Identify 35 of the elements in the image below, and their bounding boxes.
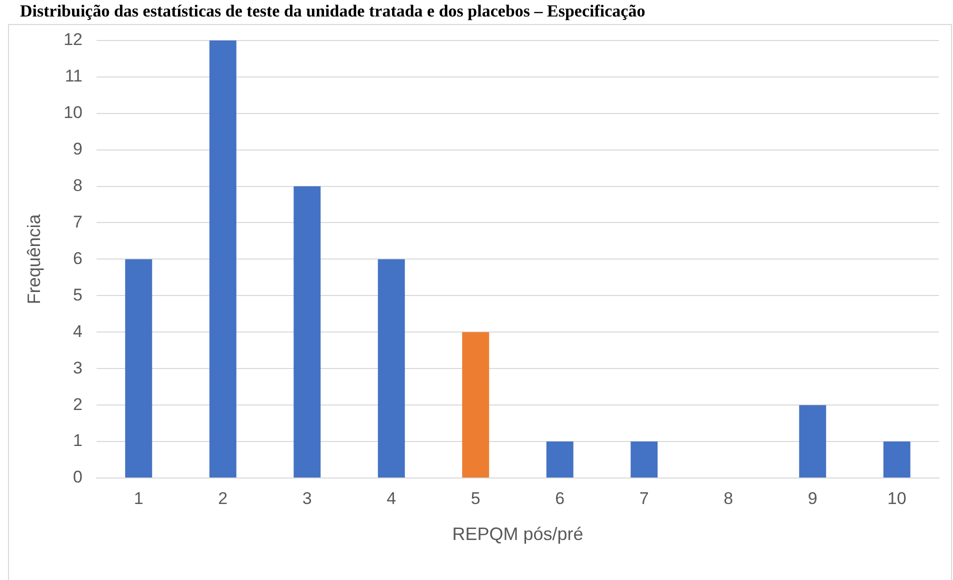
bar: [294, 186, 321, 478]
chart-title: Distribuição das estatísticas de teste da unidade tratada e dos placebos – Especificação: [20, 2, 646, 21]
y-tick-label: 8: [73, 176, 83, 195]
y-tick-label: 0: [73, 468, 83, 487]
x-tick-label: 3: [302, 488, 312, 508]
y-tick-label: 7: [73, 212, 83, 232]
x-tick-label: 8: [724, 488, 734, 508]
x-axis-title: REPQM pós/pré: [452, 524, 584, 544]
x-tick-label: 9: [808, 488, 818, 508]
bar: [799, 405, 826, 478]
bar: [546, 442, 574, 478]
y-tick-label: 1: [73, 431, 83, 450]
bar: [378, 259, 405, 478]
y-tick-label: 6: [73, 248, 83, 268]
y-tick-label: 2: [73, 394, 83, 414]
y-tick-label: 9: [73, 139, 83, 158]
x-tick-label: 10: [887, 488, 906, 508]
y-axis-title: Frequência: [24, 213, 44, 304]
y-tick-label: 10: [64, 103, 83, 122]
x-tick-label: 1: [134, 488, 144, 508]
y-tick-label: 5: [73, 285, 83, 304]
x-tick-label: 5: [470, 488, 480, 508]
bar: [125, 259, 152, 478]
x-tick-label: 7: [639, 488, 649, 508]
bar: [883, 442, 910, 478]
x-tick-label: 6: [555, 488, 565, 508]
y-tick-label: 3: [73, 358, 83, 378]
bar: [209, 40, 236, 478]
x-tick-label: 4: [386, 488, 396, 508]
x-tick-label: 2: [218, 488, 228, 508]
y-tick-label: 11: [64, 66, 83, 86]
bar: [630, 442, 658, 478]
y-tick-label: 12: [64, 30, 83, 50]
bar: [462, 332, 490, 478]
y-tick-label: 4: [73, 322, 83, 341]
